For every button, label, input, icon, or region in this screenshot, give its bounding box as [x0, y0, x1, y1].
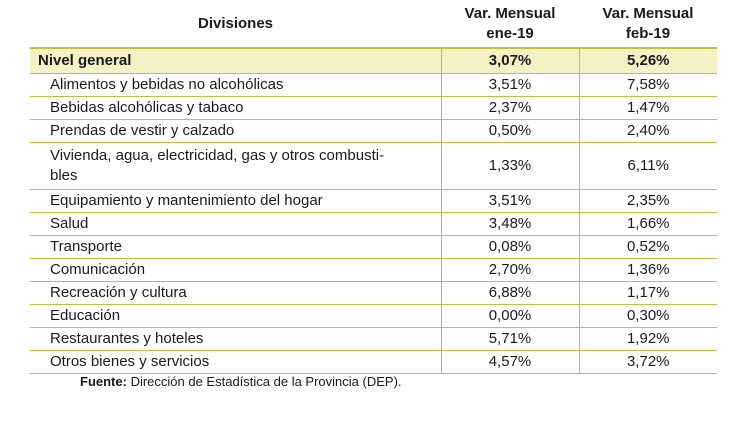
header-var-feb-line1: Var. Mensual [602, 4, 694, 22]
table-header: Divisiones Var. Mensual ene-19 Var. Mens… [30, 0, 717, 49]
row-value-feb: 0,30% [578, 304, 717, 328]
row-value-ene: 0,50% [440, 119, 579, 143]
row-name: Equipamiento y mantenimiento del hogar [30, 189, 441, 213]
row-value-feb: 1,17% [578, 281, 717, 305]
table-row: Otros bienes y servicios 4,57% 3,72% [30, 350, 717, 374]
row-name: Prendas de vestir y calzado [30, 119, 441, 143]
row-value-ene: 3,48% [440, 212, 579, 236]
row-value-ene: 3,51% [440, 73, 579, 97]
row-value-feb: 1,36% [578, 258, 717, 282]
table-row: Comunicación 2,70% 1,36% [30, 258, 717, 282]
row-value-ene: 0,08% [440, 235, 579, 259]
row-name: Vivienda, agua, electricidad, gas y otro… [30, 142, 441, 190]
row-value-ene: 0,00% [440, 304, 579, 328]
source-label: Fuente: [80, 374, 127, 389]
row-value-ene: 6,88% [440, 281, 579, 305]
row-value-feb: 5,26% [578, 48, 717, 74]
row-name: Bebidas alcohólicas y tabaco [30, 96, 441, 120]
row-value-ene: 2,37% [440, 96, 579, 120]
row-value-feb: 1,66% [578, 212, 717, 236]
table-row: Prendas de vestir y calzado 0,50% 2,40% [30, 119, 717, 143]
row-value-ene: 4,57% [440, 350, 579, 374]
row-name: Otros bienes y servicios [30, 350, 441, 374]
header-var-feb: Var. Mensual feb-19 [579, 0, 717, 49]
cpi-table-container: Divisiones Var. Mensual ene-19 Var. Mens… [30, 0, 717, 374]
row-value-feb: 6,11% [578, 142, 717, 190]
row-name: Restaurantes y hoteles [30, 327, 441, 351]
cpi-divisions-table: Divisiones Var. Mensual ene-19 Var. Mens… [30, 0, 717, 374]
row-name: Recreación y cultura [30, 281, 441, 305]
row-value-ene: 5,71% [440, 327, 579, 351]
row-value-ene: 2,70% [440, 258, 579, 282]
table-row: Recreación y cultura 6,88% 1,17% [30, 281, 717, 305]
row-value-feb: 1,92% [578, 327, 717, 351]
table-row: Alimentos y bebidas no alcohólicas 3,51%… [30, 73, 717, 97]
row-value-feb: 7,58% [578, 73, 717, 97]
table-row-general: Nivel general 3,07% 5,26% [30, 48, 717, 74]
source-note: Fuente: Dirección de Estadística de la P… [80, 374, 402, 389]
row-name-line2: bles [50, 167, 78, 184]
table-row: Vivienda, agua, electricidad, gas y otro… [30, 142, 717, 190]
table-row: Transporte 0,08% 0,52% [30, 235, 717, 259]
row-name-line1: Vivienda, agua, electricidad, gas y otro… [50, 147, 385, 164]
row-value-feb: 2,40% [578, 119, 717, 143]
table-row: Equipamiento y mantenimiento del hogar 3… [30, 189, 717, 213]
header-var-ene: Var. Mensual ene-19 [441, 0, 579, 49]
row-name: Salud [30, 212, 441, 236]
row-value-feb: 3,72% [578, 350, 717, 374]
header-divisions: Divisiones [30, 0, 441, 49]
row-name: Alimentos y bebidas no alcohólicas [30, 73, 441, 97]
row-value-ene: 3,07% [440, 48, 579, 74]
row-value-feb: 2,35% [578, 189, 717, 213]
table-row: Educación 0,00% 0,30% [30, 304, 717, 328]
row-value-ene: 3,51% [440, 189, 579, 213]
table-row: Salud 3,48% 1,66% [30, 212, 717, 236]
header-var-ene-line2: ene-19 [486, 24, 534, 42]
header-var-ene-line1: Var. Mensual [464, 4, 556, 22]
source-text: Dirección de Estadística de la Provincia… [126, 374, 402, 389]
row-value-feb: 0,52% [578, 235, 717, 259]
table-row: Restaurantes y hoteles 5,71% 1,92% [30, 327, 717, 351]
row-name: Educación [30, 304, 441, 328]
row-value-feb: 1,47% [578, 96, 717, 120]
row-value-ene: 1,33% [440, 142, 579, 190]
header-var-feb-line2: feb-19 [625, 24, 671, 42]
row-name: Nivel general [30, 48, 441, 74]
row-name: Transporte [30, 235, 441, 259]
row-name: Comunicación [30, 258, 441, 282]
table-row: Bebidas alcohólicas y tabaco 2,37% 1,47% [30, 96, 717, 120]
